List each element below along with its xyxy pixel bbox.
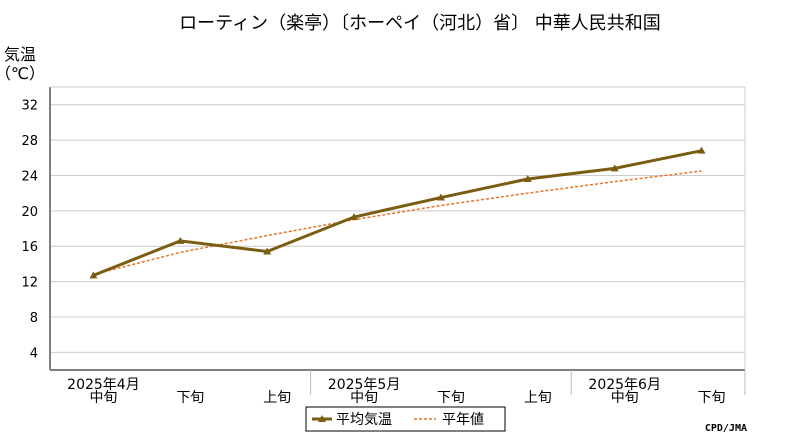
mean-point xyxy=(89,271,98,279)
legend-marker-mean xyxy=(318,415,326,422)
x-tick-label: 中旬 xyxy=(611,390,639,406)
x-tick-label: 上旬 xyxy=(524,390,552,406)
mean-point xyxy=(436,193,445,201)
chart-title: ローティン（楽亭）〔ホーペイ（河北）省〕 中華人民共和国 xyxy=(179,13,661,34)
series-mean xyxy=(89,146,706,279)
y-tick-labels: 4 8 12 16 20 24 28 32 xyxy=(21,99,38,362)
y-tick-label: 32 xyxy=(21,99,38,114)
x-tick-label: 中旬 xyxy=(350,390,378,406)
mean-point xyxy=(350,213,359,221)
x-tick-label: 下旬 xyxy=(698,390,726,406)
x-month-label: 2025年4月 xyxy=(67,377,140,393)
y-tick-label: 4 xyxy=(30,346,38,361)
mean-point xyxy=(176,236,185,244)
y-tick-label: 24 xyxy=(21,169,38,184)
mean-point xyxy=(523,174,532,182)
legend: 平均気温 平年値 xyxy=(305,406,506,432)
series-normal xyxy=(93,170,702,276)
y-tick-label: 8 xyxy=(30,311,38,326)
y-tick-label: 20 xyxy=(21,205,38,220)
credit-label: CPD/JMA xyxy=(705,423,747,434)
y-axis-label: 気温 xyxy=(4,45,36,64)
mean-point xyxy=(263,247,272,255)
legend-label-normal: 平年値 xyxy=(442,412,484,428)
plot-area xyxy=(50,87,745,370)
legend-box xyxy=(305,406,506,432)
y-tick-label: 16 xyxy=(21,240,38,255)
x-tick-label: 中旬 xyxy=(89,390,117,406)
x-month-label: 2025年6月 xyxy=(588,377,661,393)
x-tick-label: 下旬 xyxy=(437,390,465,406)
normal-line xyxy=(93,170,702,276)
y-tick-label: 12 xyxy=(21,276,38,291)
x-tick-label: 上旬 xyxy=(263,390,291,406)
mean-line xyxy=(92,149,702,277)
y-axis-unit: （℃） xyxy=(0,64,45,83)
mean-point xyxy=(610,164,619,172)
mean-point xyxy=(697,146,706,154)
x-month-label: 2025年5月 xyxy=(328,377,401,393)
y-tick-label: 28 xyxy=(21,134,38,149)
axes xyxy=(49,86,746,371)
x-tick-label: 下旬 xyxy=(176,390,204,406)
legend-label-mean: 平均気温 xyxy=(336,412,392,428)
